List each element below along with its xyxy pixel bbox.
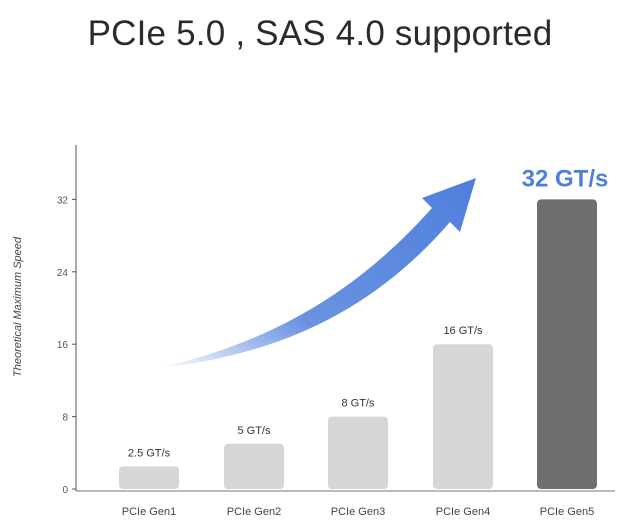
bar-pcie-gen3 — [328, 416, 388, 489]
bar-pcie-gen2 — [224, 443, 284, 489]
y-tick-label: 8 — [62, 413, 68, 424]
y-tick-label: 16 — [57, 340, 69, 351]
x-tick-label: PCIe Gen4 — [436, 506, 490, 518]
bar-pcie-gen4 — [433, 344, 493, 489]
data-label-highlight: 32 GT/s — [522, 165, 609, 192]
x-tick-label: PCIe Gen5 — [540, 506, 594, 518]
data-label: 5 GT/s — [237, 425, 271, 437]
bar-pcie-gen5 — [537, 199, 597, 489]
y-tick-label: 24 — [57, 268, 69, 279]
bar-pcie-gen1 — [119, 466, 179, 489]
x-tick-label: PCIe Gen3 — [331, 506, 385, 518]
y-tick-label: 32 — [57, 195, 69, 206]
x-tick-label: PCIe Gen2 — [227, 506, 281, 518]
growth-arrow-icon — [158, 178, 476, 368]
data-label: 2.5 GT/s — [128, 447, 171, 459]
y-axis-title: Theoretical Maximum Speed — [12, 236, 24, 377]
data-label: 8 GT/s — [341, 398, 375, 410]
y-tick-label: 0 — [62, 485, 68, 496]
x-tick-label: PCIe Gen1 — [122, 506, 176, 518]
data-label: 16 GT/s — [443, 325, 483, 337]
chart-title: PCIe 5.0 , SAS 4.0 supported — [87, 14, 553, 53]
